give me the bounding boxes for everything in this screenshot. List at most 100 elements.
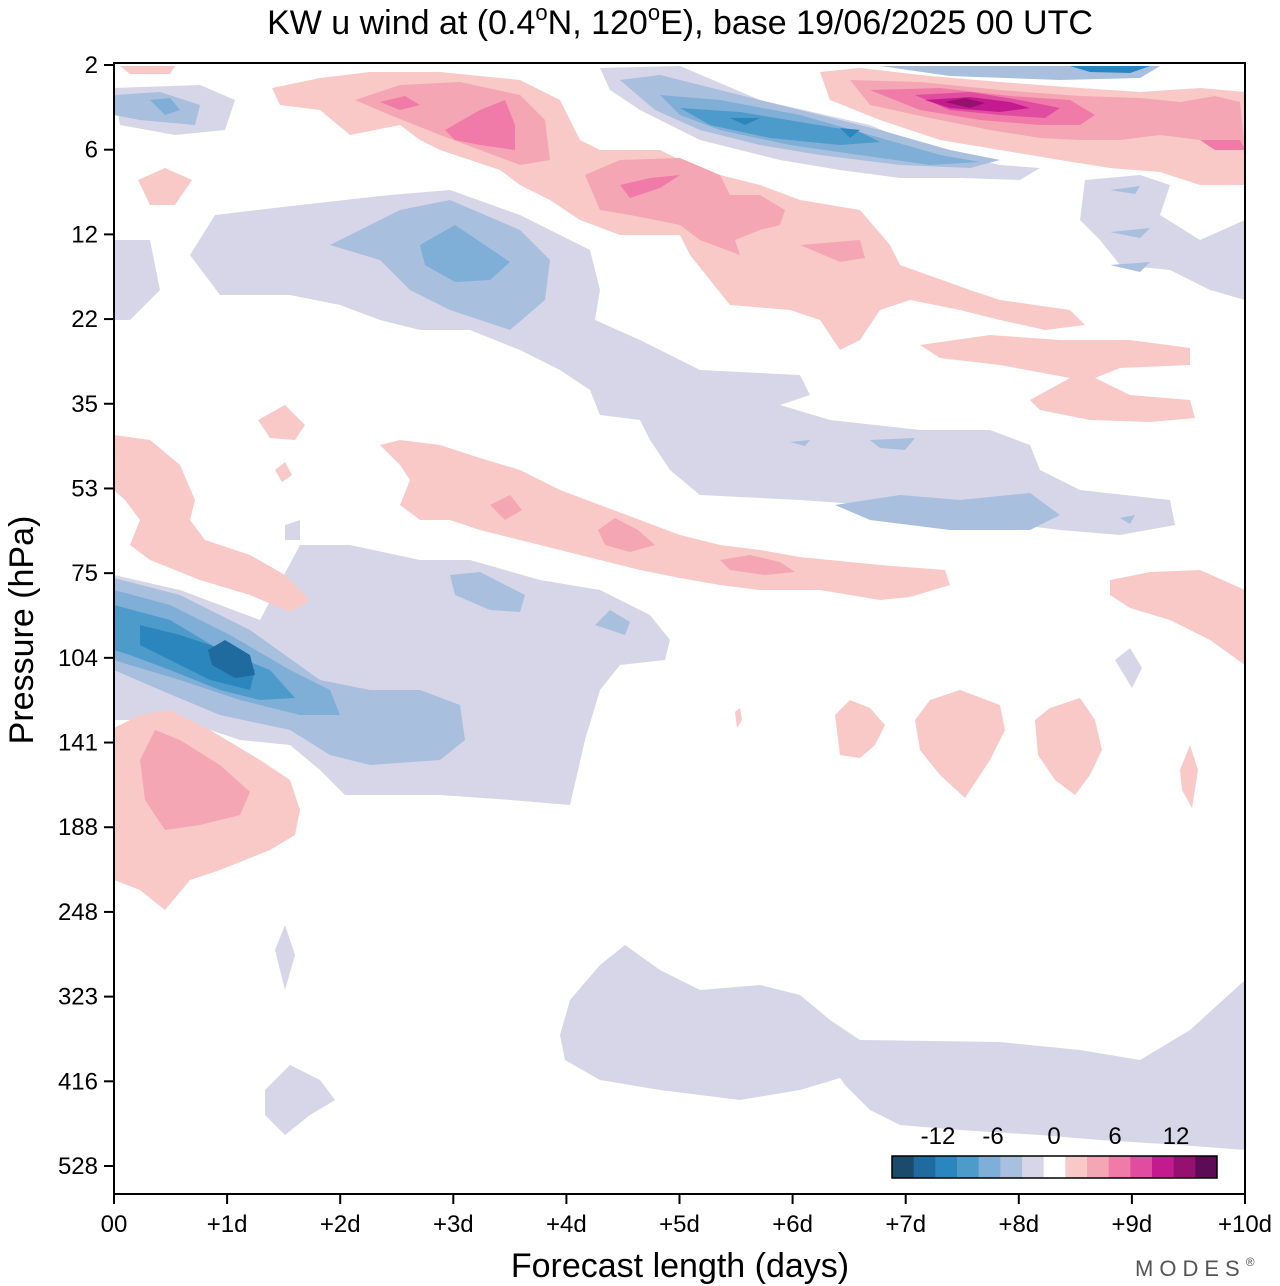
contour-pos-light — [915, 690, 1005, 798]
contour-neg-mid — [1110, 186, 1150, 524]
contour-neg-dark — [208, 640, 255, 678]
y-tick-label: 248 — [58, 899, 98, 926]
x-tick-label: +1d — [207, 1211, 248, 1238]
contour-pos-mid — [800, 240, 865, 262]
contour-pos-mid — [490, 495, 522, 520]
y-tick-label: 75 — [71, 560, 98, 587]
colorbar-swatch — [978, 1156, 1001, 1178]
colorbar-swatch — [1130, 1156, 1153, 1178]
contour-neg-light — [275, 925, 295, 990]
contour-pos-light — [735, 708, 742, 728]
contour-neg-dark — [680, 108, 880, 145]
y-tick-label: 323 — [58, 984, 98, 1011]
contour-neg-mid — [870, 438, 915, 450]
contour-field — [114, 66, 1245, 1150]
title-superscript: o — [648, 0, 660, 25]
contour-pos-light — [138, 168, 192, 205]
x-tick-label: +10d — [1218, 1211, 1272, 1238]
contour-neg-dark — [150, 98, 180, 115]
y-tick-label: 104 — [58, 645, 98, 672]
y-tick-label: 416 — [58, 1068, 98, 1095]
contour-neg-mid — [790, 440, 810, 446]
contour-neg-light — [560, 945, 1245, 1150]
contour-neg-light — [114, 545, 670, 805]
colorbar-swatch — [892, 1156, 915, 1178]
contour-pos-dark — [945, 98, 985, 108]
title-superscript: o — [535, 0, 547, 25]
contour-pos-light — [835, 700, 885, 758]
colorbar-swatch — [1022, 1156, 1045, 1178]
contour-pos-light — [1110, 570, 1245, 665]
x-tick-label: +3d — [433, 1211, 474, 1238]
contour-pos-light — [920, 335, 1195, 422]
title-part: KW u wind at (0.4 — [267, 4, 535, 42]
y-axis-label: Pressure (hPa) — [3, 516, 41, 745]
brand-mark: ® — [1246, 1255, 1261, 1269]
y-tick-label: 2 — [85, 52, 98, 79]
colorbar-swatch — [935, 1156, 958, 1178]
contour-neg-dark — [140, 625, 255, 690]
y-tick-label: 22 — [71, 306, 98, 333]
x-axis: 00 +1d +2d +3d +4d +5d +6d +7d +8d +9d +10d — [101, 1194, 1272, 1238]
colorbar-swatch — [1087, 1156, 1110, 1178]
colorbar-label: 0 — [1047, 1123, 1060, 1150]
x-tick-label: +2d — [320, 1211, 361, 1238]
y-tick-label: 528 — [58, 1153, 98, 1180]
colorbar-swatch — [1152, 1156, 1175, 1178]
contour-neg-mid — [450, 572, 525, 612]
contour-pos-dark — [445, 100, 515, 150]
colorbar-label: -6 — [982, 1123, 1003, 1150]
colorbar: -12 -6 0 6 12 — [891, 1123, 1218, 1179]
colorbar-swatch — [1195, 1156, 1218, 1178]
title-part: N, 120 — [548, 4, 648, 42]
contour-pos-light — [114, 435, 310, 612]
x-tick-label: +8d — [998, 1211, 1039, 1238]
x-axis-label: Forecast length (days) — [511, 1247, 849, 1285]
contour-neg-dark — [1070, 66, 1150, 73]
contour-pos-dark — [380, 96, 420, 110]
contour-pos-light — [258, 405, 305, 440]
x-tick-label: +6d — [772, 1211, 813, 1238]
x-tick-label: +4d — [546, 1211, 587, 1238]
brand-text: MODES — [1135, 1256, 1246, 1281]
y-tick-label: 53 — [71, 475, 98, 502]
colorbar-swatch — [1108, 1156, 1131, 1178]
contour-neg-dark — [730, 118, 860, 138]
colorbar-label: -12 — [921, 1123, 956, 1150]
y-tick-label: 188 — [58, 814, 98, 841]
colorbar-swatch — [1065, 1156, 1088, 1178]
contour-pos-mid — [598, 518, 655, 552]
colorbar-swatch — [957, 1156, 980, 1178]
colorbar-swatch — [1043, 1156, 1066, 1178]
x-tick-label: +7d — [885, 1211, 926, 1238]
contour-neg-mid — [835, 493, 1060, 530]
contour-pos-dark — [1200, 140, 1245, 150]
chart-title: KW u wind at (0.4oN, 120oE), base 19/06/… — [267, 0, 1093, 42]
contour-neg-mid — [595, 610, 630, 635]
contour-neg-light — [285, 520, 300, 540]
colorbar-swatch — [913, 1156, 936, 1178]
contour-neg-light — [1115, 648, 1142, 688]
x-tick-label: +5d — [659, 1211, 700, 1238]
x-tick-label: +9d — [1112, 1211, 1153, 1238]
contour-neg-light — [114, 240, 160, 320]
y-axis: 2 6 12 22 35 53 75 104 141 188 248 323 416 528 — [58, 52, 114, 1180]
y-tick-label: 12 — [71, 221, 98, 248]
contour-pos-mid — [140, 730, 250, 830]
contour-pos-light — [275, 462, 292, 482]
contour-pos-light — [120, 66, 175, 74]
contour-pos-light — [1035, 698, 1102, 795]
contour-neg-dark — [420, 225, 510, 282]
contour-pos-mid — [720, 555, 795, 575]
brand-logo: MODES® — [1135, 1255, 1261, 1281]
contour-pos-light — [380, 440, 950, 600]
colorbar-frame — [891, 1155, 1218, 1179]
contour-pos-dark — [620, 175, 680, 198]
colorbar-label: 12 — [1163, 1123, 1190, 1150]
y-tick-label: 6 — [85, 137, 98, 164]
colorbar-label: 6 — [1108, 1123, 1121, 1150]
contour-pos-light — [1180, 745, 1198, 808]
colorbar-swatch — [1173, 1156, 1196, 1178]
contour-neg-light — [1080, 175, 1245, 300]
